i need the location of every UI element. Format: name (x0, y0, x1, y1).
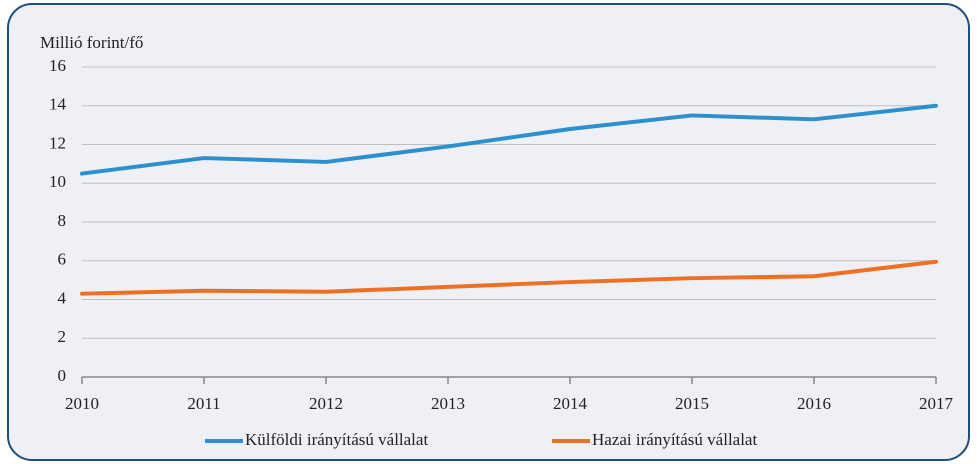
legend-label: Hazai irányítású vállalat (592, 430, 757, 449)
y-tick-label: 2 (58, 327, 67, 346)
x-tick-label: 2016 (797, 394, 831, 413)
x-tick-label: 2013 (431, 394, 465, 413)
y-tick-label: 8 (58, 211, 67, 230)
x-tick-label: 2015 (675, 394, 709, 413)
y-tick-label: 14 (49, 95, 67, 114)
y-axis-label: Millió forint/fő (40, 33, 143, 52)
x-tick-label: 2014 (553, 394, 588, 413)
line-series (80, 103, 938, 176)
x-tick-label: 2017 (919, 394, 954, 413)
legend-label: Külföldi irányítású vállalat (245, 430, 428, 449)
y-tick-label: 12 (49, 133, 66, 152)
chart-frame (7, 3, 970, 461)
x-tick-label: 2011 (187, 394, 220, 413)
y-tick-label: 10 (49, 172, 66, 191)
y-tick-label: 16 (49, 56, 66, 75)
x-tick-label: 2012 (309, 394, 343, 413)
line-series (80, 259, 938, 296)
y-tick-label: 0 (58, 366, 67, 385)
y-tick-label: 6 (58, 250, 67, 269)
x-tick-label: 2010 (65, 394, 99, 413)
y-tick-label: 4 (58, 288, 67, 307)
